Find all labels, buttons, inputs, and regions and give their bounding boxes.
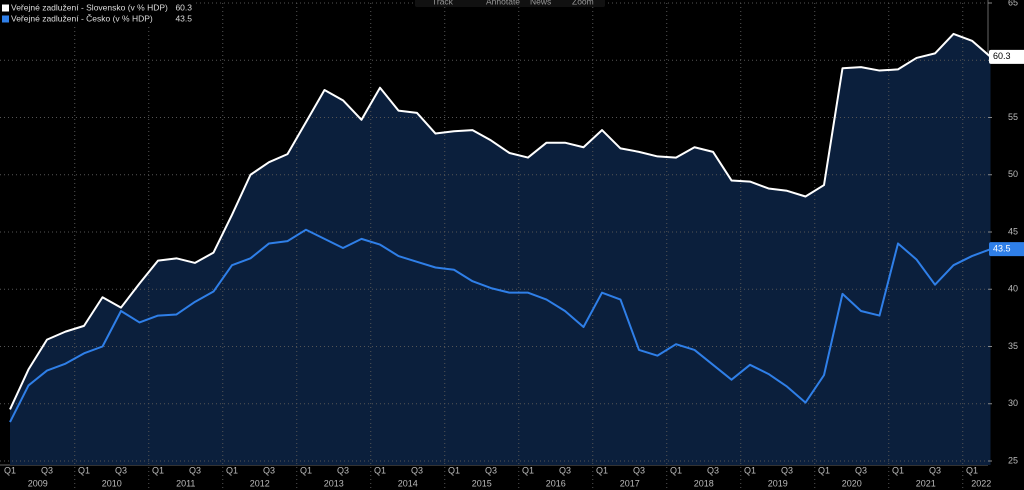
year-label: 2013 (324, 478, 344, 488)
toolbar: Track Annotate News Zoom (415, 0, 605, 7)
y-tick-label: 40 (1008, 284, 1018, 294)
series-line (9, 228, 991, 423)
year-label: 2010 (102, 478, 122, 488)
x-tick-label: Q1 (892, 465, 904, 475)
year-label: 2011 (176, 478, 195, 488)
x-tick-label: Q1 (670, 465, 682, 475)
y-tick-label: 45 (1008, 226, 1018, 236)
toolbar-button[interactable]: News (530, 0, 551, 6)
legend-bg (0, 13, 196, 25)
year-label: 2009 (28, 478, 48, 488)
x-tick-label: Q3 (485, 465, 497, 475)
x-tick-label: Q1 (78, 465, 90, 475)
x-tick-label: Q3 (411, 465, 423, 475)
x-tick-label: Q3 (337, 465, 349, 475)
legend-label[interactable]: Veřejné zadlužení - Slovensko (v % HDP) (11, 2, 168, 12)
toolbar-button[interactable]: Track (432, 0, 454, 6)
x-tick-label: Q3 (559, 465, 571, 475)
x-tick-label: Q3 (781, 465, 793, 475)
x-tick-label: Q1 (226, 465, 238, 475)
x-tick-label: Q3 (263, 465, 275, 475)
year-label: 2020 (842, 478, 862, 488)
x-tick-label: Q1 (966, 465, 978, 475)
x-tick-label: Q3 (707, 465, 719, 475)
last-value-label: 60.3 (993, 51, 1011, 61)
y-tick-label: 65 (1008, 0, 1018, 7)
y-tick-label: 35 (1008, 341, 1018, 351)
x-tick-label: Q1 (596, 465, 608, 475)
series-line (9, 32, 992, 410)
y-tick-label: 30 (1008, 398, 1018, 408)
x-tick-label: Q3 (189, 465, 201, 475)
year-label: 2014 (398, 478, 418, 488)
legend-bg (0, 2, 196, 14)
legend-value: 60.3 (175, 2, 192, 12)
x-tick-label: Q1 (152, 465, 164, 475)
year-label: 2018 (694, 478, 714, 488)
y-tick-label: 25 (1008, 455, 1018, 465)
x-tick-label: Q1 (522, 465, 534, 475)
x-tick-label: Q1 (744, 465, 756, 475)
last-value-tag (989, 242, 1024, 257)
x-tick-label: Q1 (448, 465, 460, 475)
y-tick-label: 55 (1008, 112, 1018, 122)
toolbar-bg (415, 0, 605, 7)
year-label: 2016 (546, 478, 566, 488)
legend-swatch (2, 4, 9, 12)
legend-label[interactable]: Veřejné zadlužení - Česko (v % HDP) (11, 13, 153, 23)
x-tick-label: Q1 (300, 465, 312, 475)
legend: Veřejné zadlužení - Slovensko (v % HDP) 6… (0, 2, 196, 25)
x-tick-label: Q3 (855, 465, 867, 475)
x-tick-label: Q3 (115, 465, 127, 475)
toolbar-button[interactable]: Zoom (572, 0, 594, 6)
year-label: 2017 (620, 478, 640, 488)
year-label: 2012 (250, 478, 270, 488)
x-tick-label: Q1 (818, 465, 830, 475)
x-tick-label: Q3 (633, 465, 645, 475)
y-tick-label: 50 (1008, 169, 1018, 179)
area-fill (10, 33, 991, 465)
x-tick-label: Q3 (929, 465, 941, 475)
year-label: 2021 (916, 478, 936, 488)
x-tick-label: Q3 (41, 465, 53, 475)
last-value-label: 43.5 (993, 244, 1011, 254)
year-label: 2015 (472, 478, 492, 488)
legend-swatch (2, 15, 9, 23)
year-label: 2019 (768, 478, 788, 488)
last-value-tag (989, 49, 1024, 64)
toolbar-button[interactable]: Annotate (486, 0, 520, 6)
x-tick-label: Q1 (4, 465, 16, 475)
legend-value: 43.5 (175, 13, 192, 23)
year-label: 2022 (971, 478, 991, 488)
x-tick-label: Q1 (374, 465, 386, 475)
